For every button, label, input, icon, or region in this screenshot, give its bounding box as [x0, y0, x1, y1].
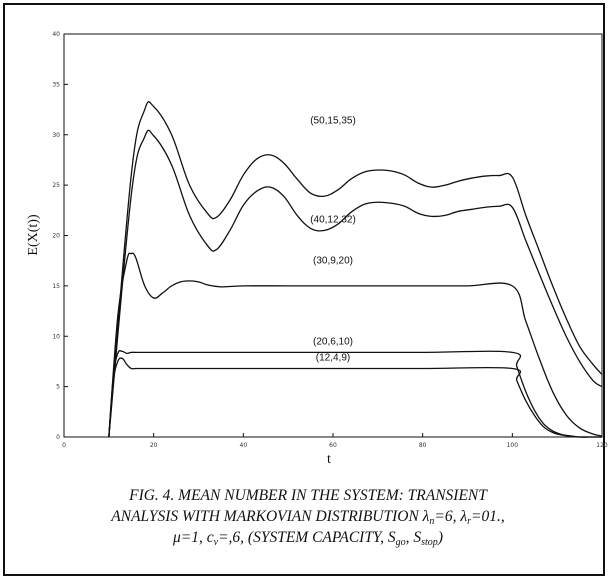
x-tick-label: 100: [507, 442, 519, 449]
y-axis-label: E(X(t)): [26, 214, 41, 256]
y-tick-label: 40: [52, 31, 60, 38]
series-line: [108, 350, 602, 438]
series-label: (40,12,32): [310, 214, 356, 225]
x-tick-label: 60: [329, 442, 337, 449]
x-tick-label: 120: [596, 442, 608, 449]
series-line: [108, 129, 603, 438]
y-tick-label: 30: [52, 132, 60, 139]
series-label: (12,4,9): [316, 352, 350, 363]
series-label: (20,6,10): [313, 336, 353, 347]
line-chart: 0 20 40 60 80 100 120 0 5 10 15 20 25 30 35 40 (50,15,3…: [26, 31, 608, 467]
y-tick-label: 0: [56, 434, 60, 441]
x-axis-label: t: [327, 452, 331, 467]
caption-line-2: ANALYSIS WITH MARKOVIAN DISTRIBUTION λn=…: [111, 508, 505, 527]
series-line: [108, 101, 603, 438]
y-tick-label: 25: [52, 182, 60, 189]
series-lines: [108, 101, 603, 438]
y-tick-label: 20: [52, 233, 60, 240]
y-tick-label: 5: [56, 384, 60, 391]
figure-frame: 0 20 40 60 80 100 120 0 5 10 15 20 25 30 35 40 (50,15,3…: [3, 3, 608, 576]
series-line: [108, 357, 602, 438]
x-tick-label: 40: [240, 442, 248, 449]
series-line: [108, 252, 603, 438]
caption-line-3: μ=1, cv=,6, (SYSTEM CAPACITY, Sgo, Sstop…: [173, 529, 443, 548]
y-tick-label: 10: [52, 333, 60, 340]
x-tick-label: 20: [150, 442, 158, 449]
figure-caption: FIG. 4. MEAN NUMBER IN THE SYSTEM: TRANS…: [5, 485, 610, 548]
y-tick-label: 35: [52, 81, 60, 88]
series-annotations: (50,15,35) (40,12,32) (30,9,20) (20,6,10) (1…: [310, 116, 356, 364]
series-label: (30,9,20): [313, 256, 353, 267]
axis-ticks: 0 20 40 60 80 100 120 0 5 10 15 20 25 30 35 40: [52, 31, 608, 449]
caption-line-1: FIG. 4. MEAN NUMBER IN THE SYSTEM: TRANS…: [129, 487, 487, 504]
y-tick-label: 15: [52, 283, 60, 290]
plot-area: [63, 33, 603, 438]
series-label: (50,15,35): [310, 116, 356, 127]
x-tick-label: 80: [419, 442, 427, 449]
x-tick-label: 0: [62, 442, 66, 449]
